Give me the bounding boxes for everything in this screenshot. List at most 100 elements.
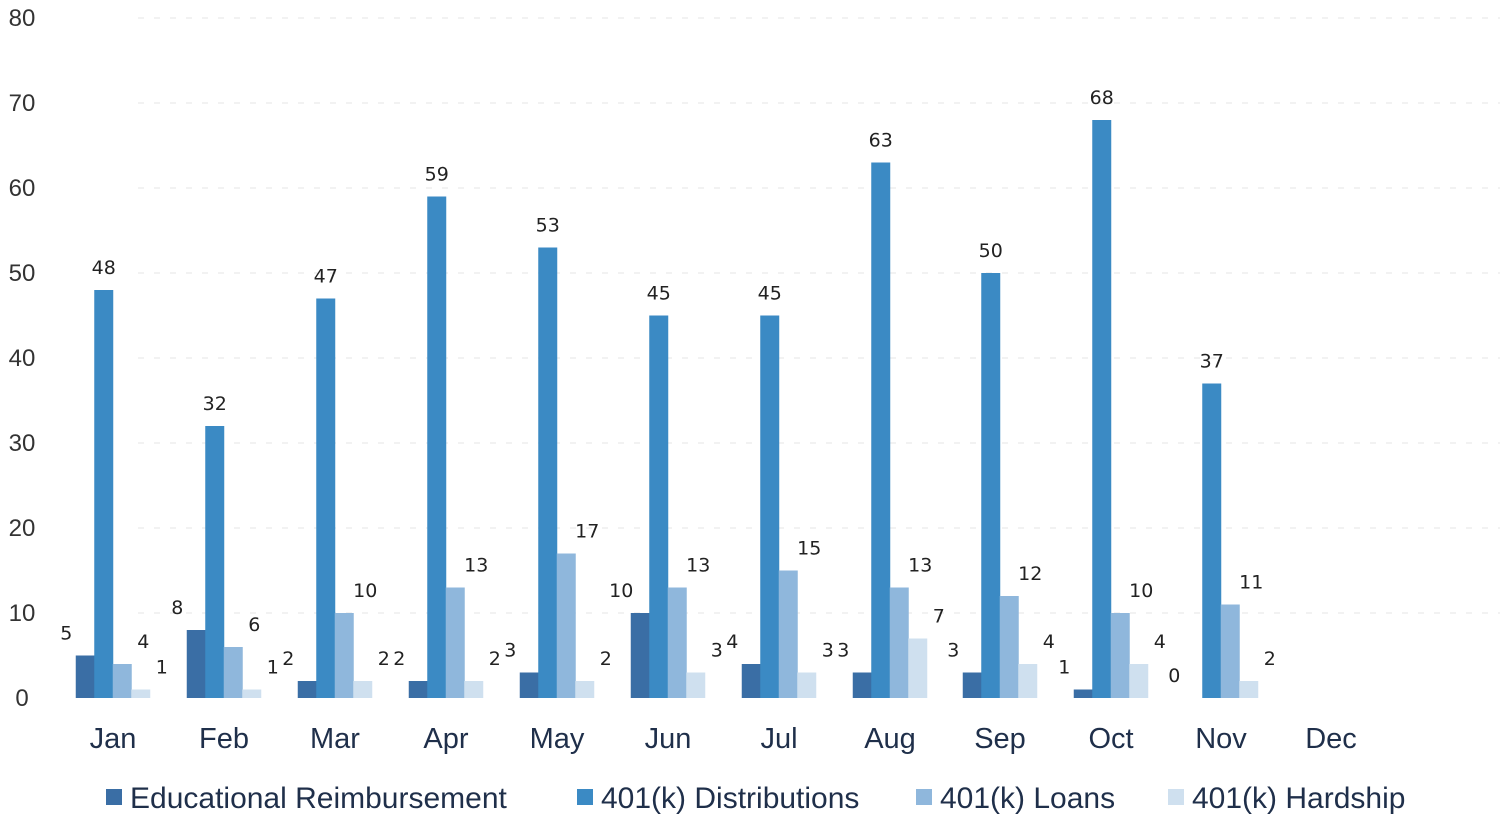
data-label: 13 bbox=[464, 555, 488, 577]
x-category-label: Jan bbox=[90, 723, 137, 755]
data-label: 48 bbox=[92, 257, 116, 279]
bar bbox=[242, 689, 262, 698]
bar bbox=[1073, 689, 1093, 698]
data-label: 17 bbox=[575, 521, 599, 543]
data-label: 15 bbox=[797, 538, 821, 560]
bar bbox=[316, 298, 336, 698]
gridlines bbox=[138, 17, 1500, 614]
legend-swatch bbox=[916, 789, 932, 805]
legend-label: Educational Reimbursement bbox=[130, 782, 508, 815]
data-label: 47 bbox=[314, 266, 338, 288]
bar bbox=[131, 689, 151, 698]
bar bbox=[1239, 681, 1259, 698]
x-category-label: Oct bbox=[1088, 723, 1133, 755]
y-tick-label: 10 bbox=[9, 600, 36, 627]
data-label: 53 bbox=[536, 215, 560, 237]
bar bbox=[889, 587, 909, 698]
bar bbox=[519, 672, 539, 698]
data-label: 2 bbox=[378, 648, 390, 670]
data-label: 63 bbox=[869, 130, 893, 152]
bar bbox=[630, 613, 650, 698]
data-label: 5 bbox=[60, 623, 72, 645]
data-label: 2 bbox=[600, 648, 612, 670]
bar bbox=[112, 664, 132, 698]
data-label: 45 bbox=[758, 283, 782, 305]
y-tick-label: 60 bbox=[9, 175, 36, 202]
bar bbox=[297, 681, 317, 698]
y-tick-label: 20 bbox=[9, 515, 36, 542]
bar bbox=[464, 681, 484, 698]
x-category-label: Apr bbox=[423, 723, 468, 755]
x-category-label: Feb bbox=[199, 723, 249, 755]
bar bbox=[778, 570, 798, 698]
bar bbox=[205, 426, 225, 698]
bar bbox=[871, 162, 891, 698]
bar bbox=[353, 681, 373, 698]
x-category-label: Mar bbox=[310, 723, 360, 755]
data-label: 13 bbox=[686, 555, 710, 577]
bar bbox=[981, 273, 1001, 698]
data-label: 10 bbox=[609, 580, 633, 602]
data-label: 2 bbox=[282, 648, 294, 670]
data-label: 2 bbox=[1264, 648, 1276, 670]
legend-swatch bbox=[1168, 789, 1184, 805]
bar bbox=[797, 672, 817, 698]
data-label: 10 bbox=[1129, 580, 1153, 602]
bar bbox=[427, 196, 447, 698]
y-tick-label: 40 bbox=[9, 345, 36, 372]
data-label: 68 bbox=[1090, 87, 1114, 109]
bar bbox=[445, 587, 465, 698]
data-label: 2 bbox=[489, 648, 501, 670]
bar bbox=[1202, 383, 1222, 698]
bar bbox=[556, 553, 576, 698]
data-label: 59 bbox=[425, 164, 449, 186]
bars bbox=[75, 120, 1259, 698]
x-category-label: Jun bbox=[645, 723, 692, 755]
data-label: 37 bbox=[1200, 351, 1224, 373]
bar bbox=[1110, 613, 1130, 698]
data-label: 45 bbox=[647, 283, 671, 305]
y-axis-ticks: 0 10 20 30 40 50 60 70 80 bbox=[9, 5, 36, 712]
data-label: 11 bbox=[1239, 572, 1263, 594]
bar bbox=[1018, 664, 1038, 698]
bar bbox=[538, 247, 558, 698]
bar bbox=[94, 290, 114, 698]
data-label: 32 bbox=[203, 393, 227, 415]
bar bbox=[667, 587, 687, 698]
bar bbox=[186, 630, 206, 698]
bar bbox=[575, 681, 595, 698]
x-category-label: Dec bbox=[1305, 723, 1357, 755]
bar bbox=[649, 315, 669, 698]
y-tick-label: 0 bbox=[15, 685, 28, 712]
x-axis-categories: Jan Feb Mar Apr May Jun Jul Aug Sep Oct Nov Dec bbox=[90, 723, 1357, 755]
bar bbox=[1220, 604, 1240, 698]
data-label: 7 bbox=[933, 606, 945, 628]
legend-label: 401(k) Distributions bbox=[601, 782, 859, 815]
x-category-label: May bbox=[530, 723, 585, 755]
bar bbox=[962, 672, 982, 698]
y-tick-label: 30 bbox=[9, 430, 36, 457]
bar bbox=[852, 672, 872, 698]
bar bbox=[760, 315, 780, 698]
bar bbox=[1129, 664, 1149, 698]
data-label: 4 bbox=[1043, 631, 1055, 653]
data-label: 4 bbox=[726, 631, 738, 653]
data-label: 10 bbox=[353, 580, 377, 602]
data-label: 3 bbox=[711, 640, 723, 662]
bar bbox=[741, 664, 761, 698]
data-label: 1 bbox=[267, 657, 279, 679]
data-label: 50 bbox=[979, 240, 1003, 262]
data-label: 6 bbox=[248, 614, 260, 636]
data-label: 4 bbox=[137, 631, 149, 653]
data-label: 0 bbox=[1168, 665, 1180, 687]
y-tick-label: 80 bbox=[9, 5, 36, 32]
y-tick-label: 50 bbox=[9, 260, 36, 287]
data-label: 3 bbox=[822, 640, 834, 662]
legend-label: 401(k) Hardship bbox=[1192, 782, 1405, 815]
x-category-label: Aug bbox=[864, 723, 916, 755]
legend-swatch bbox=[106, 789, 122, 805]
y-tick-label: 70 bbox=[9, 90, 36, 117]
data-label: 3 bbox=[504, 640, 516, 662]
legend-swatch bbox=[577, 789, 593, 805]
